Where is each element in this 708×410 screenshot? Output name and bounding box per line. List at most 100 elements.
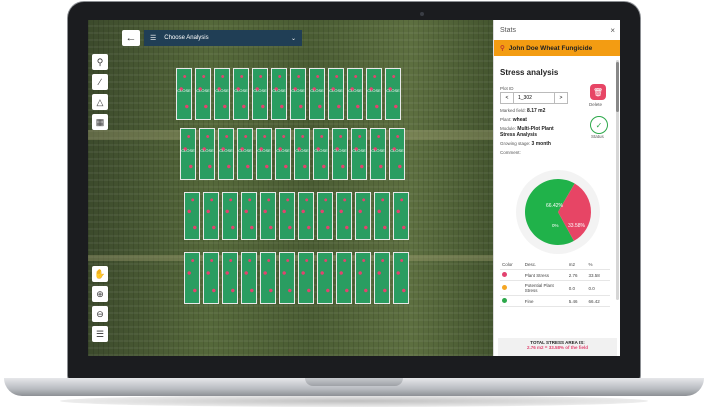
pie-slice-fine	[525, 179, 575, 245]
scrollbar-track[interactable]	[616, 60, 619, 300]
field-plot[interactable]: CLOSE	[237, 128, 253, 180]
field-plot[interactable]	[298, 252, 314, 304]
field-plot[interactable]	[355, 192, 371, 240]
field-plot[interactable]	[336, 192, 352, 240]
field-plot[interactable]	[222, 192, 238, 240]
total-value: 2.76 m2 = 33.58% of the field	[527, 345, 588, 350]
field-plot[interactable]	[222, 252, 238, 304]
field-plot[interactable]	[260, 192, 276, 240]
plant-value: wheat	[512, 117, 527, 123]
field-plot[interactable]: CLOSE	[199, 128, 215, 180]
field-plot[interactable]: CLOSE	[275, 128, 291, 180]
field-plot[interactable]	[241, 252, 257, 304]
pan-tool-button[interactable]: ✋	[92, 266, 108, 282]
field-plot[interactable]: CLOSE	[252, 68, 268, 120]
field-plot[interactable]: CLOSE	[233, 68, 249, 120]
fine-color-dot	[502, 298, 507, 303]
analysis-dropdown-label: Choose Analysis	[164, 35, 209, 41]
zoom-out-button[interactable]: ⊖	[92, 306, 108, 322]
field-plot[interactable]: CLOSE	[332, 128, 348, 180]
layers-icon: ☰	[95, 328, 105, 339]
plot-label: CLOSE	[238, 148, 252, 153]
field-plot[interactable]: CLOSE	[347, 68, 363, 120]
field-plot[interactable]: CLOSE	[256, 128, 272, 180]
line-tool-button[interactable]: ∕	[92, 74, 108, 90]
field-plot[interactable]: CLOSE	[389, 128, 405, 180]
field-plot[interactable]	[374, 252, 390, 304]
field-plot[interactable]	[393, 192, 409, 240]
hand-icon: ✋	[94, 268, 106, 279]
delete-button[interactable]: 🗑	[590, 84, 606, 100]
scrollbar-thumb[interactable]	[616, 62, 619, 112]
marked-area-label: Marked field:	[500, 108, 526, 113]
field-plot[interactable]: CLOSE	[180, 128, 196, 180]
field-plot[interactable]	[317, 252, 333, 304]
plot-id-value[interactable]: 1_302	[518, 95, 532, 101]
plot-label: CLOSE	[390, 148, 404, 153]
growing-stage-row: Growing stage: 3 month	[500, 141, 551, 147]
polygon-tool-button[interactable]: △	[92, 94, 108, 110]
field-plot[interactable]: CLOSE	[385, 68, 401, 120]
plot-label: CLOSE	[200, 148, 214, 153]
field-plot[interactable]: CLOSE	[351, 128, 367, 180]
row-pct: 0.0	[586, 280, 610, 296]
grid-tool-button[interactable]: ▦	[92, 114, 108, 130]
field-plot[interactable]: CLOSE	[366, 68, 382, 120]
laptop-base	[4, 378, 704, 396]
field-plot[interactable]: CLOSE	[294, 128, 310, 180]
field-plot[interactable]	[279, 252, 295, 304]
field-plot[interactable]	[317, 192, 333, 240]
tune-icon: ☰	[150, 35, 157, 42]
plot-id-selector: < 1_302 >	[500, 92, 568, 104]
field-name: John Doe Wheat Fungicide	[508, 44, 593, 52]
table-row: Plant Stress 2.76 33.58	[500, 269, 610, 281]
field-plot[interactable]	[355, 252, 371, 304]
choose-analysis-dropdown[interactable]: ☰ Choose Analysis ⌄	[144, 30, 302, 46]
table-header: Desc.	[522, 260, 567, 270]
field-plot[interactable]: CLOSE	[290, 68, 306, 120]
field-plot[interactable]: CLOSE	[370, 128, 386, 180]
prev-plot-button[interactable]: <	[501, 93, 514, 103]
field-plot[interactable]	[336, 252, 352, 304]
row-pct: 33.58	[586, 269, 610, 281]
field-plot[interactable]: CLOSE	[218, 128, 234, 180]
location-pin-icon: ⚲	[96, 56, 104, 67]
polygon-icon: △	[96, 96, 104, 107]
next-plot-button[interactable]: >	[554, 93, 567, 103]
field-plot[interactable]	[241, 192, 257, 240]
field-plot[interactable]: CLOSE	[309, 68, 325, 120]
layers-button[interactable]: ☰	[92, 326, 108, 342]
field-plot[interactable]: CLOSE	[195, 68, 211, 120]
plot-label: CLOSE	[219, 148, 233, 153]
table-header: m2	[566, 260, 587, 270]
close-icon[interactable]: ×	[610, 25, 615, 35]
field-plot[interactable]: CLOSE	[328, 68, 344, 120]
field-plot[interactable]	[279, 192, 295, 240]
plot-label: CLOSE	[295, 148, 309, 153]
field-plot[interactable]	[298, 192, 314, 240]
grid-icon: ▦	[95, 116, 105, 127]
row-desc: Plant Stress	[522, 269, 567, 281]
field-plot[interactable]: CLOSE	[176, 68, 192, 120]
field-plot[interactable]	[184, 192, 200, 240]
field-plot[interactable]: CLOSE	[271, 68, 287, 120]
field-plot[interactable]: CLOSE	[214, 68, 230, 120]
field-plot[interactable]: CLOSE	[313, 128, 329, 180]
field-map[interactable]: CLOSE CLOSE CLOSE CLOSE CLOSE CLOSE CLOSE CLOSE…	[88, 20, 493, 356]
location-tool-button[interactable]: ⚲	[92, 54, 108, 70]
back-button[interactable]: ←	[122, 30, 140, 46]
field-plot[interactable]	[260, 252, 276, 304]
field-plot[interactable]	[184, 252, 200, 304]
marked-area-value: 8.17 m2	[527, 108, 546, 114]
field-plot[interactable]	[203, 192, 219, 240]
zoom-in-button[interactable]: ⊕	[92, 286, 108, 302]
plot-label: CLOSE	[253, 88, 267, 93]
field-plot[interactable]	[203, 252, 219, 304]
stats-panel: Stats × ⚲ John Doe Wheat Fungicide Stres…	[493, 20, 620, 356]
status-button[interactable]: ✓	[590, 116, 608, 134]
field-plot[interactable]	[393, 252, 409, 304]
field-plot[interactable]	[374, 192, 390, 240]
plot-label: CLOSE	[196, 88, 210, 93]
table-row: Potential Plant Stress 0.0 0.0	[500, 280, 610, 296]
potential-color-dot	[502, 285, 507, 290]
